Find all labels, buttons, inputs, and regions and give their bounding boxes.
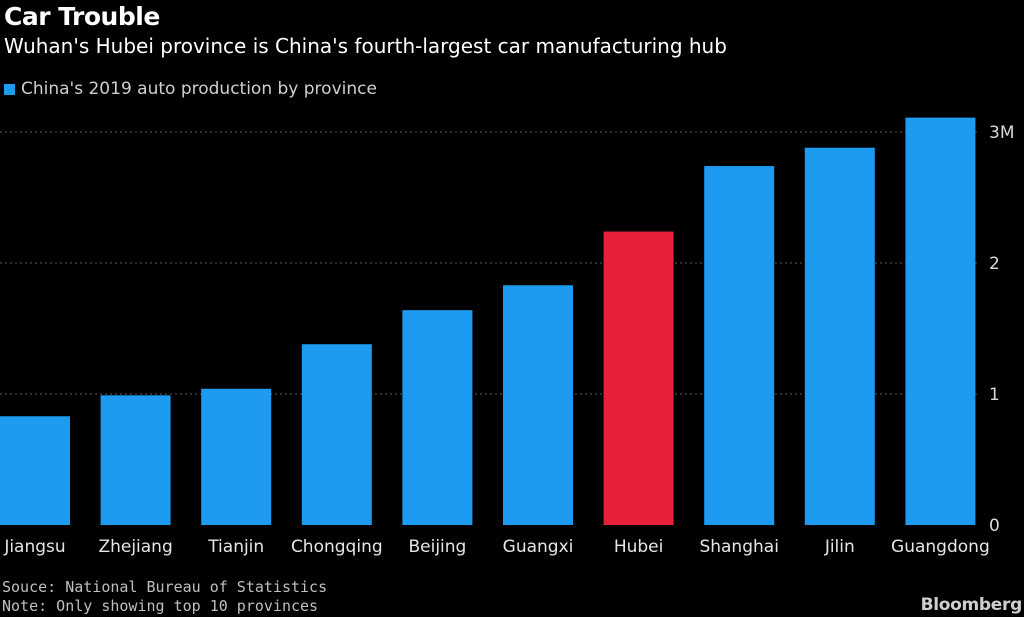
- x-tick-label: Beijing: [408, 537, 466, 557]
- bar: [704, 166, 775, 525]
- bar: [201, 388, 272, 525]
- bar: [603, 231, 674, 525]
- source-note: Souce: National Bureau of Statistics: [2, 578, 328, 596]
- bar: [402, 310, 473, 525]
- y-tick-label: 2: [989, 254, 1000, 274]
- x-tick-label: Guangdong: [891, 537, 990, 557]
- y-tick-label: 3M: [989, 123, 1014, 143]
- bar: [905, 117, 976, 525]
- x-tick-label: Jilin: [824, 537, 855, 557]
- y-tick-label: 1: [989, 385, 1000, 405]
- bar: [804, 147, 875, 525]
- bar: [0, 416, 70, 525]
- legend: China's 2019 auto production by province: [4, 79, 377, 99]
- x-tick-label: Shanghai: [699, 537, 778, 557]
- bloomberg-logo: Bloomberg: [920, 595, 1023, 615]
- legend-swatch: [4, 83, 15, 95]
- y-tick-label: 0: [989, 516, 1000, 536]
- bar: [100, 395, 171, 525]
- x-tick-label: Hubei: [614, 537, 664, 557]
- footnote: Note: Only showing top 10 provinces: [2, 597, 319, 615]
- x-tick-label: Tianjin: [207, 537, 264, 557]
- bar: [301, 344, 372, 525]
- x-tick-label: Chongqing: [291, 537, 383, 557]
- legend-label: China's 2019 auto production by province: [21, 79, 377, 99]
- x-tick-label: Zhejiang: [98, 537, 172, 557]
- x-tick-label: Guangxi: [503, 537, 574, 557]
- chart-title: Car Trouble: [4, 2, 160, 31]
- bar: [503, 285, 573, 525]
- chart-subtitle: Wuhan's Hubei province is China's fourth…: [4, 34, 727, 58]
- x-tick-label: Jiangsu: [3, 537, 65, 557]
